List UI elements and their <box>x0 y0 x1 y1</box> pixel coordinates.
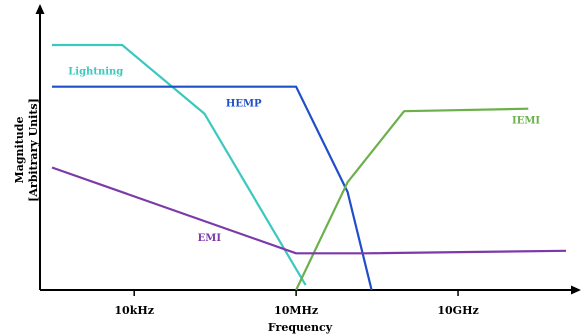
x-axis-title: Frequency <box>268 321 333 334</box>
y-axis-arrow <box>35 4 45 14</box>
series-lines <box>51 43 567 291</box>
series-line-emi <box>51 166 567 255</box>
x-tick-label: 10MHz <box>274 304 318 317</box>
x-tick-label: 10GHz <box>437 304 478 317</box>
y-axis-title-units: [Arbitrary Units] <box>27 98 40 202</box>
series-label-iemi: IEMI <box>512 115 540 126</box>
series-line-hemp <box>52 85 373 291</box>
series-label-lightning: Lightning <box>68 66 123 77</box>
axes <box>35 4 581 295</box>
y-axis-title: Magnitude <box>13 117 26 184</box>
x-axis-arrow <box>571 285 581 295</box>
series-line-lightning <box>52 43 307 286</box>
series-label-emi: EMI <box>198 233 222 244</box>
series-line-iemi <box>295 107 529 291</box>
series-label-hemp: HEMP <box>226 98 262 109</box>
x-ticks: 10kHz 10MHz 10GHz <box>114 290 479 317</box>
x-tick-label: 10kHz <box>114 304 154 317</box>
series-labels: Lightning HEMP IEMI EMI <box>68 66 540 244</box>
